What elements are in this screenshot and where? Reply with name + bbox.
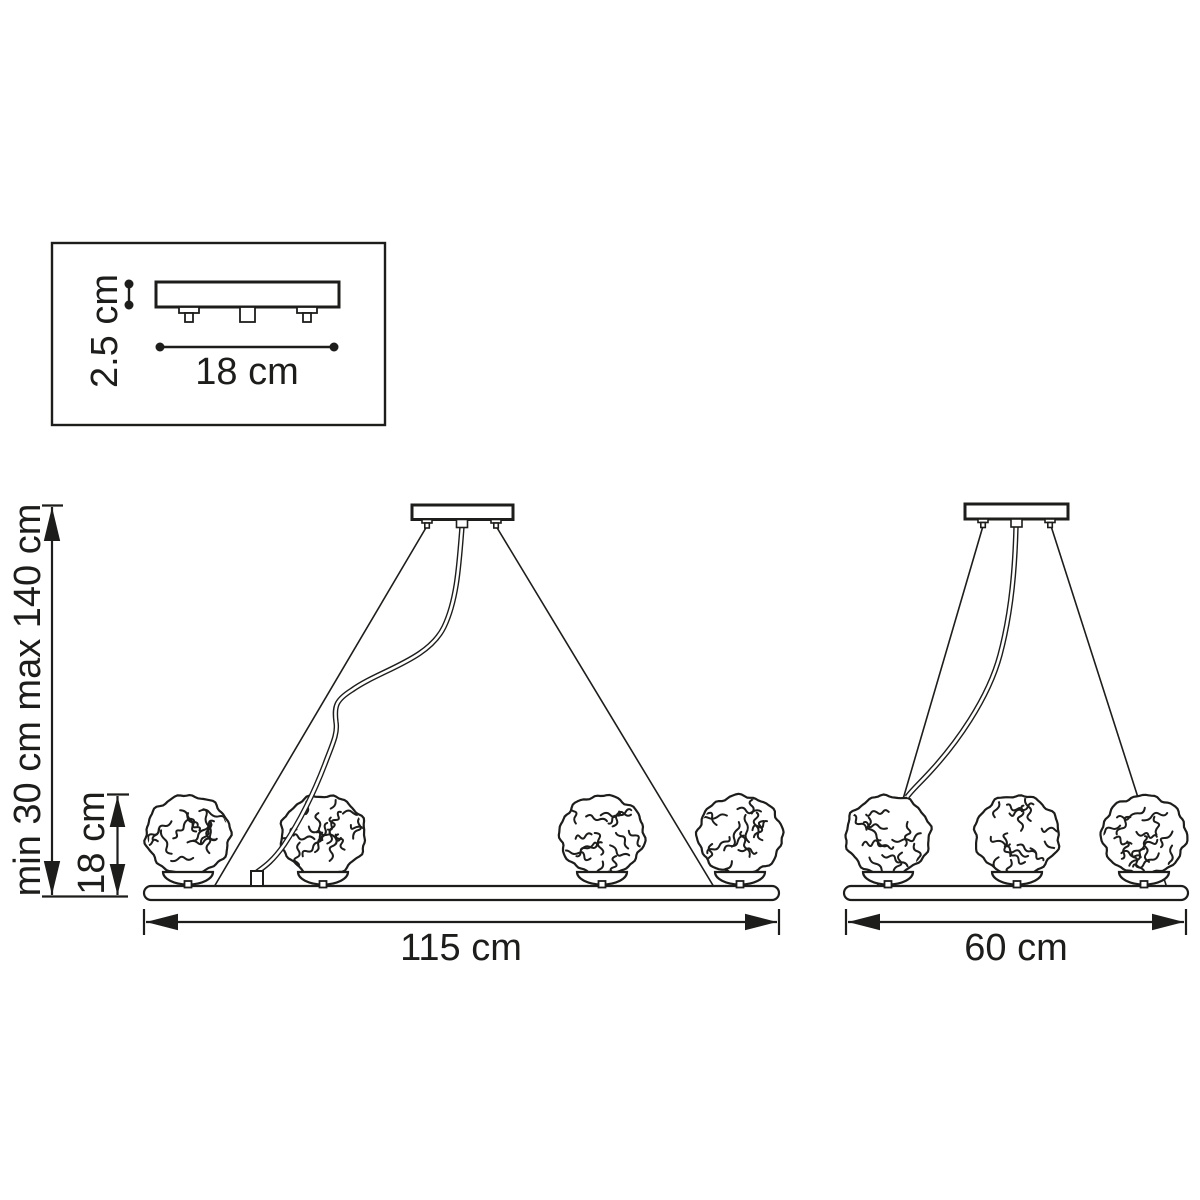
plate-pin-stub xyxy=(423,522,431,529)
inset-width-label: 18 cm xyxy=(195,351,298,393)
lamp-sphere xyxy=(1099,793,1189,889)
pendant-3-light: 60 cm xyxy=(842,502,1190,969)
inset-height-dimension: 2.5 cm xyxy=(84,274,134,388)
power-cable-outer xyxy=(904,526,1019,799)
canopy-pin-left-stub xyxy=(184,312,194,323)
arrowhead-down xyxy=(109,864,126,895)
inset-height-label: 2.5 cm xyxy=(84,274,126,388)
shade-stem xyxy=(1012,880,1022,889)
shade-stem xyxy=(735,880,745,889)
canopy-detail-inset: 2.5 cm 18 cm xyxy=(50,241,387,427)
lamp-sphere xyxy=(143,794,233,889)
shade-stem xyxy=(183,880,193,889)
shade-stem xyxy=(1139,880,1149,889)
arrowhead-right xyxy=(1152,913,1184,931)
arrowhead-left xyxy=(146,913,178,931)
width-dimension-115: 115 cm xyxy=(142,909,781,969)
power-cable-inner xyxy=(905,526,1018,798)
suspension-height-label: min 30 cm max 140 cm xyxy=(7,504,49,897)
dim-dot xyxy=(155,342,165,352)
arrowhead-up xyxy=(43,507,61,541)
inset-border xyxy=(50,241,387,427)
suspension-wire-left xyxy=(213,525,428,888)
arrowhead-down xyxy=(43,861,61,895)
lamp-sphere xyxy=(694,792,785,889)
plate-center-block xyxy=(1010,518,1023,528)
dim-dot xyxy=(124,300,134,310)
dim-dot xyxy=(124,279,134,289)
canopy-side-view xyxy=(154,280,341,323)
arrowhead-up xyxy=(109,796,126,827)
fixture-bar xyxy=(142,884,781,902)
width-dimension-60: 60 cm xyxy=(844,909,1188,969)
canopy-pin-right-stub xyxy=(302,312,312,323)
suspension-wire-right xyxy=(495,525,715,888)
suspension-height-dimension: min 30 cm max 140 cm xyxy=(7,504,128,898)
arrowhead-right xyxy=(745,913,777,931)
dim-dot xyxy=(329,342,339,352)
width-label-60: 60 cm xyxy=(964,927,1067,969)
cable-connector xyxy=(250,870,264,887)
ceiling-plate xyxy=(410,503,515,529)
lamp-sphere xyxy=(844,793,933,889)
arrowhead-left xyxy=(848,913,880,931)
plate-center-block xyxy=(455,518,469,529)
lamp-sphere xyxy=(972,794,1061,889)
shade-stem xyxy=(318,880,328,889)
canopy-plate xyxy=(154,280,341,309)
lamp-sphere xyxy=(557,793,647,889)
shade-height-label: 18 cm xyxy=(71,791,113,894)
power-cable-inner xyxy=(256,526,464,874)
inset-width-dimension: 18 cm xyxy=(155,342,339,393)
ceiling-plate xyxy=(963,502,1070,529)
shade-stem xyxy=(883,880,893,889)
pendant-4-light: 115 cm xyxy=(142,503,785,969)
canopy-center-block xyxy=(239,306,256,323)
plate-pin-stub xyxy=(979,521,987,529)
width-label-115: 115 cm xyxy=(400,927,522,969)
shade-height-dimension: 18 cm xyxy=(71,791,129,895)
shade-stem xyxy=(597,880,607,889)
plate-pin-stub xyxy=(492,522,500,529)
plate-pin-stub xyxy=(1047,521,1054,529)
